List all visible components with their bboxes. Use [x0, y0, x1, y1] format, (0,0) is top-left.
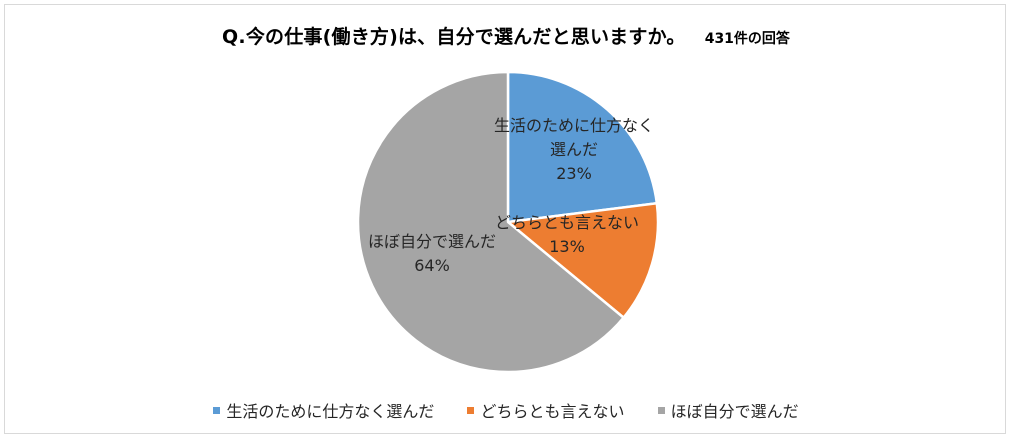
data-label-value-living: 23%: [556, 164, 592, 183]
data-label-text-living: 選んだ: [550, 140, 598, 159]
data-label-living: 生活のために仕方なく選んだ 23%: [494, 116, 654, 183]
chart-title-row: Q.今の仕事(働き方)は、自分で選んだと思いますか。 431件の回答: [0, 22, 1012, 49]
legend-swatch-living: [213, 407, 221, 414]
legend-item-neutral: どちらとも言えない: [467, 398, 625, 422]
legend-item-self: ほぼ自分で選んだ: [657, 398, 799, 422]
data-label-neutral: どちらとも言えない 13%: [495, 213, 639, 256]
chart-title: Q.今の仕事(働き方)は、自分で選んだと思いますか。: [222, 26, 686, 48]
legend-swatch-self: [657, 407, 665, 414]
pie-slice-self: [356, 70, 625, 374]
chart-subtitle: 431件の回答: [704, 31, 790, 47]
legend-label-living: 生活のために仕方なく選んだ: [226, 402, 435, 421]
data-label-self: ほぼ自分で選んだ 64%: [368, 232, 496, 275]
pie-slice-living: [506, 70, 659, 224]
pie-chart: 生活のために仕方なく選んだ 23% どちらとも言えない 13% ほぼ自分で選んだ 64%: [356, 70, 660, 374]
legend-swatch-neutral: [467, 407, 475, 414]
data-label-text-self: ほぼ自分で選んだ: [368, 232, 496, 251]
legend-label-neutral: どちらとも言えない: [480, 402, 625, 421]
data-label-value-self: 64%: [414, 256, 450, 275]
data-label-text-neutral: どちらとも言えない: [495, 213, 639, 232]
legend-label-self: ほぼ自分で選んだ: [670, 402, 799, 421]
data-label-value-neutral: 13%: [549, 237, 585, 256]
legend-item-living: 生活のために仕方なく選んだ: [213, 398, 434, 422]
pie-slice-neutral: [506, 201, 660, 319]
data-label-text-living: 生活のために仕方なく: [494, 116, 654, 135]
chart-legend: 生活のために仕方なく選んだ どちらとも言えない ほぼ自分で選んだ: [0, 398, 1012, 422]
